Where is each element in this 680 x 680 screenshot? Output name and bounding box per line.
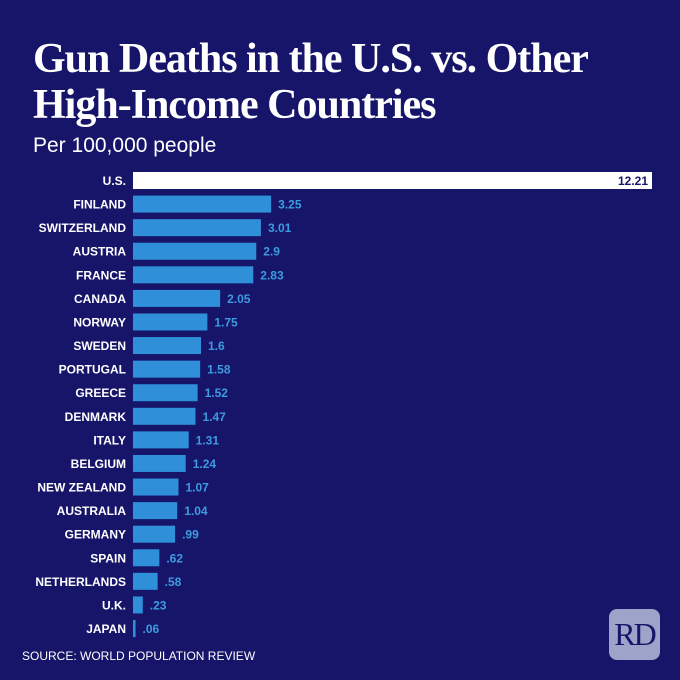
category-label: NORWAY (73, 315, 126, 329)
category-label: ITALY (93, 433, 126, 447)
value-label: .62 (166, 551, 183, 565)
category-label: DENMARK (65, 410, 127, 424)
category-label: SPAIN (90, 551, 126, 565)
category-label: SWEDEN (73, 339, 126, 353)
value-label: 2.83 (260, 268, 284, 282)
bar (133, 502, 178, 520)
rd-logo: RD (609, 609, 660, 660)
value-label: 1.31 (196, 433, 220, 447)
value-label: 12.21 (618, 174, 648, 188)
value-label: 1.24 (193, 457, 217, 471)
bar (133, 313, 208, 331)
bar (133, 266, 254, 284)
category-label: U.K. (102, 598, 126, 612)
value-label: .99 (182, 528, 199, 542)
category-label: NETHERLANDS (35, 575, 126, 589)
bar (133, 172, 652, 189)
value-label: 1.6 (208, 339, 225, 353)
category-label: FRANCE (76, 268, 126, 282)
bar (133, 360, 201, 378)
bar (133, 549, 160, 567)
value-label: 1.75 (214, 315, 238, 329)
bar (133, 525, 176, 543)
bar (133, 337, 202, 355)
category-label: JAPAN (86, 622, 126, 636)
bar (133, 242, 257, 260)
value-label: .06 (143, 622, 160, 636)
chart-title: Gun Deaths in the U.S. vs. Other High-In… (33, 36, 588, 128)
bar (133, 431, 189, 449)
bar (133, 407, 196, 425)
chart-subtitle: Per 100,000 people (33, 134, 217, 157)
bar (133, 572, 158, 590)
bar (133, 620, 136, 638)
value-label: 1.04 (184, 504, 208, 518)
value-label: 2.05 (227, 292, 251, 306)
category-label: AUSTRIA (73, 245, 127, 259)
bar (133, 478, 179, 496)
value-label: 1.52 (205, 386, 229, 400)
value-label: .58 (165, 575, 182, 589)
category-label: PORTUGAL (59, 363, 126, 377)
category-label: NEW ZEALAND (37, 481, 126, 495)
value-label: 1.07 (185, 481, 209, 495)
bar (133, 454, 186, 472)
category-label: FINLAND (73, 198, 126, 212)
value-label: 2.9 (263, 245, 280, 259)
source-note: SOURCE: WORLD POPULATION REVIEW (22, 649, 256, 663)
category-label: CANADA (74, 292, 126, 306)
bar (133, 384, 198, 402)
value-label: 1.58 (207, 363, 231, 377)
value-label: 3.25 (278, 198, 302, 212)
category-label: SWITZERLAND (39, 221, 127, 235)
value-label: 1.47 (202, 410, 226, 424)
bar (133, 195, 272, 213)
category-label: U.S. (103, 174, 126, 188)
category-label: BELGIUM (71, 457, 126, 471)
value-label: 3.01 (268, 221, 292, 235)
category-label: GREECE (75, 386, 126, 400)
bar (133, 289, 221, 307)
bar (133, 596, 143, 614)
value-label: .23 (150, 598, 167, 612)
category-label: AUSTRALIA (57, 504, 127, 518)
bar (133, 219, 261, 237)
category-label: GERMANY (65, 528, 126, 542)
